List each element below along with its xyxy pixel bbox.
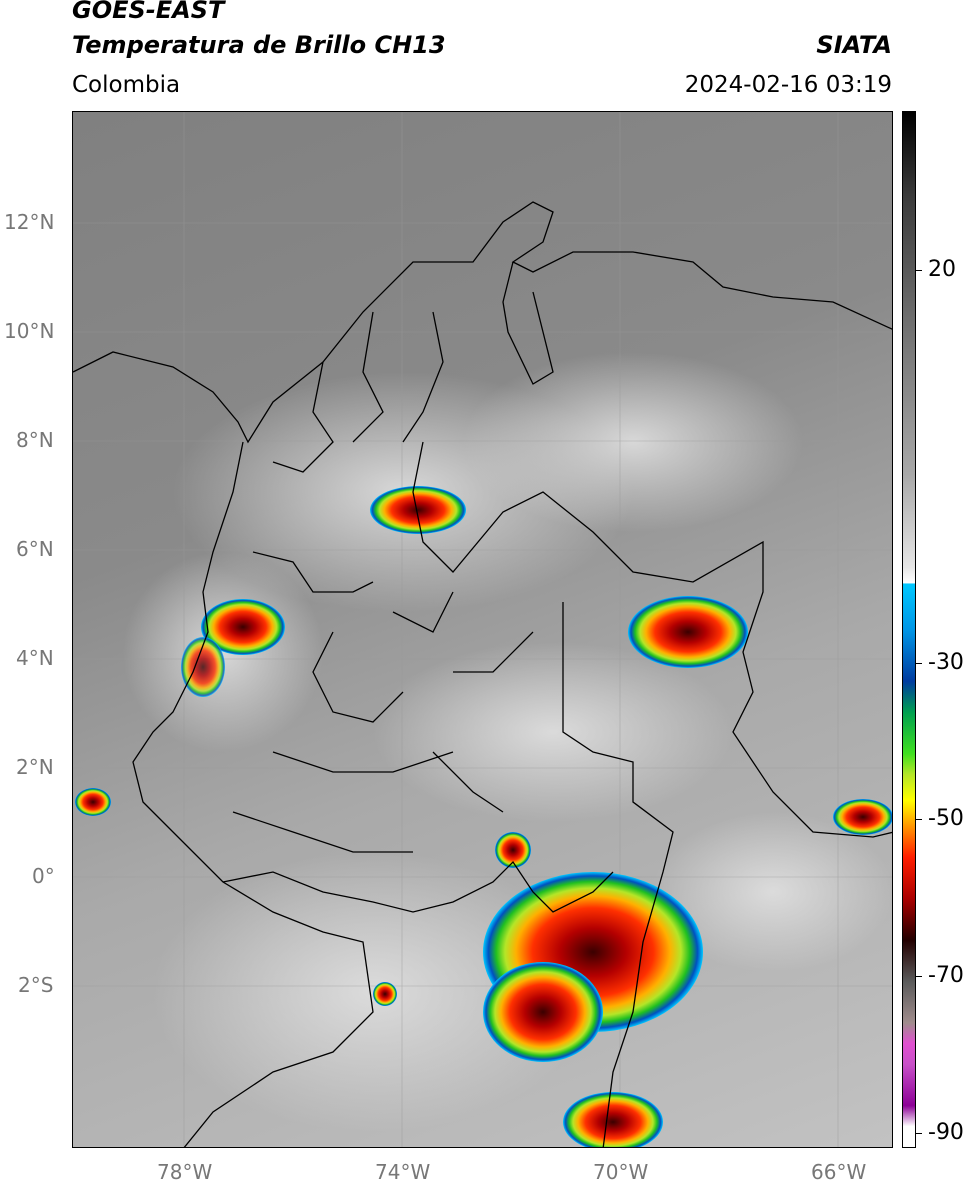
storm-cell <box>75 788 111 816</box>
product-title: Temperatura de Brillo CH13 <box>72 31 446 59</box>
lon-label: 70°W <box>593 1160 649 1184</box>
colorbar-label: 20 <box>928 257 956 282</box>
lat-label: 6°N <box>16 537 54 561</box>
storm-cell <box>370 486 466 534</box>
storm-cell <box>181 637 225 697</box>
lon-label: 78°W <box>157 1160 213 1184</box>
cloud-patch <box>653 812 892 972</box>
cloud-patch <box>463 352 803 532</box>
maracaibo-coast <box>502 261 554 385</box>
agency-label: SIATA <box>816 31 892 59</box>
lon-label: 66°W <box>811 1160 867 1184</box>
storm-cell <box>201 599 285 655</box>
borders <box>73 201 892 1147</box>
region-label: Colombia <box>72 72 181 98</box>
colorbar-label: -30 <box>928 650 964 675</box>
colorbar-tick <box>916 1133 922 1134</box>
lat-label: 8°N <box>16 428 54 452</box>
cloud-patch <box>373 642 733 822</box>
interior-depts <box>232 311 534 853</box>
lat-label: 0° <box>32 864 55 888</box>
colorbar-label: -50 <box>928 806 964 831</box>
storm-cell <box>495 832 531 868</box>
lat-label: 2°N <box>16 755 54 779</box>
cloud-patch <box>153 852 593 1132</box>
colorbar-tick <box>916 976 922 977</box>
storm-cell <box>628 596 748 668</box>
colorbar-label: -70 <box>928 963 964 988</box>
ecuador-peru-border <box>222 860 614 913</box>
cloud-patch <box>123 552 323 752</box>
colorbar-tick <box>916 819 922 820</box>
storm-cell <box>833 799 892 835</box>
caribbean-coast <box>73 201 892 444</box>
storm-cell <box>483 962 603 1062</box>
venezuela-border <box>412 441 892 838</box>
colorbar-label: -90 <box>928 1120 964 1145</box>
colorbar-tick <box>916 270 922 271</box>
brazil-border <box>562 602 674 1147</box>
pacific-coast <box>132 441 374 1147</box>
colorbar-tick <box>916 663 922 664</box>
lat-label: 12°N <box>4 210 55 234</box>
lat-label: 4°N <box>16 646 54 670</box>
lat-label: 2°S <box>18 973 54 997</box>
map-layers <box>73 112 892 1147</box>
satellite-map[interactable] <box>72 111 893 1148</box>
storm-cell <box>373 982 397 1006</box>
lon-label: 74°W <box>375 1160 431 1184</box>
datetime-label: 2024-02-16 03:19 <box>684 72 892 98</box>
colorbar <box>902 111 916 1148</box>
lat-label: 10°N <box>4 319 55 343</box>
satellite-title: GOES-EAST <box>72 0 225 24</box>
storm-cell <box>563 1092 663 1147</box>
